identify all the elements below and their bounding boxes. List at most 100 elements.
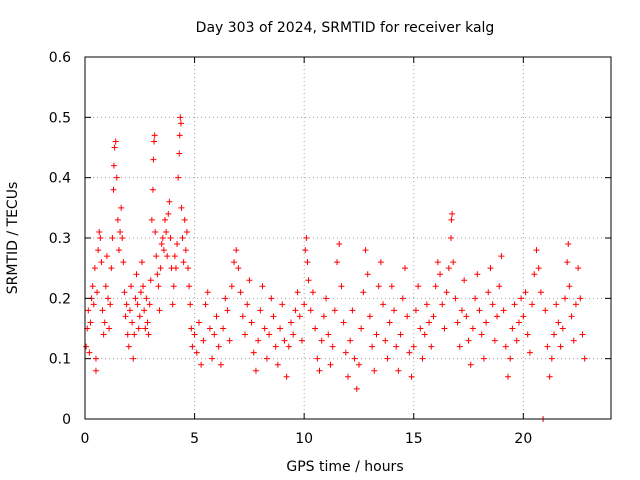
x-tick-label-4: 20 bbox=[514, 431, 532, 447]
data-point-132 bbox=[252, 367, 259, 374]
data-point-196 bbox=[388, 283, 395, 290]
data-point-148 bbox=[288, 319, 295, 326]
data-point-77 bbox=[163, 228, 170, 235]
data-point-113 bbox=[211, 331, 218, 338]
data-point-157 bbox=[304, 259, 311, 266]
data-point-42 bbox=[126, 307, 133, 314]
data-point-128 bbox=[244, 301, 251, 308]
data-point-271 bbox=[548, 355, 555, 362]
data-point-59 bbox=[145, 331, 152, 338]
data-point-74 bbox=[159, 235, 166, 241]
data-point-54 bbox=[140, 283, 147, 290]
data-point-208 bbox=[415, 283, 422, 290]
data-point-95 bbox=[180, 259, 187, 266]
data-point-93 bbox=[178, 204, 185, 211]
y-tick-label-2: 0.2 bbox=[49, 291, 71, 307]
data-point-193 bbox=[382, 337, 389, 344]
data-point-116 bbox=[217, 361, 224, 368]
data-point-236 bbox=[472, 295, 479, 302]
data-point-252 bbox=[507, 355, 514, 362]
data-point-183 bbox=[360, 289, 367, 296]
data-point-191 bbox=[377, 259, 384, 266]
data-point-84 bbox=[170, 283, 177, 290]
data-point-161 bbox=[312, 325, 319, 332]
data-point-73 bbox=[158, 241, 165, 248]
data-point-80 bbox=[166, 198, 173, 205]
data-point-155 bbox=[302, 247, 309, 254]
data-point-175 bbox=[342, 349, 349, 356]
data-point-8 bbox=[91, 265, 98, 272]
data-point-206 bbox=[410, 343, 417, 350]
data-point-235 bbox=[469, 325, 476, 332]
data-point-182 bbox=[358, 325, 365, 332]
data-points bbox=[83, 114, 588, 422]
y-tick-label-0: 0 bbox=[62, 412, 71, 428]
data-point-67 bbox=[152, 228, 159, 235]
data-point-71 bbox=[156, 307, 163, 314]
data-point-160 bbox=[309, 289, 316, 296]
data-point-18 bbox=[101, 319, 108, 326]
data-point-10 bbox=[92, 367, 99, 374]
data-point-211 bbox=[421, 331, 428, 338]
data-point-246 bbox=[494, 313, 501, 320]
data-point-237 bbox=[474, 271, 481, 278]
x-tick-label-2: 10 bbox=[295, 431, 313, 447]
data-point-47 bbox=[132, 295, 139, 302]
data-point-6 bbox=[89, 283, 96, 290]
data-point-12 bbox=[95, 247, 102, 254]
data-point-223 bbox=[448, 235, 455, 241]
data-point-178 bbox=[349, 307, 356, 314]
data-point-22 bbox=[106, 325, 113, 332]
data-point-145 bbox=[281, 337, 288, 344]
data-point-187 bbox=[369, 343, 376, 350]
data-point-261 bbox=[526, 349, 533, 356]
data-point-180 bbox=[353, 385, 360, 392]
data-point-45 bbox=[130, 355, 137, 362]
data-point-255 bbox=[513, 337, 520, 344]
data-point-146 bbox=[283, 373, 290, 380]
data-point-241 bbox=[483, 319, 490, 326]
data-point-243 bbox=[487, 265, 494, 272]
data-point-279 bbox=[565, 241, 572, 248]
data-point-46 bbox=[131, 331, 138, 338]
data-point-23 bbox=[107, 301, 114, 308]
data-point-276 bbox=[559, 325, 566, 332]
data-point-199 bbox=[395, 367, 402, 374]
data-point-89 bbox=[176, 150, 183, 157]
data-point-102 bbox=[188, 325, 195, 332]
data-point-204 bbox=[406, 349, 413, 356]
data-point-40 bbox=[124, 331, 131, 338]
data-point-104 bbox=[191, 331, 198, 338]
data-point-28 bbox=[111, 144, 118, 151]
data-point-135 bbox=[259, 283, 266, 290]
data-point-209 bbox=[417, 325, 424, 332]
data-point-149 bbox=[290, 331, 297, 338]
data-point-83 bbox=[169, 301, 176, 308]
data-point-137 bbox=[263, 355, 270, 362]
data-point-242 bbox=[485, 289, 492, 296]
data-point-24 bbox=[108, 265, 115, 272]
x-tick-label-3: 15 bbox=[405, 431, 423, 447]
data-point-55 bbox=[141, 307, 148, 314]
data-point-100 bbox=[186, 283, 193, 290]
data-point-14 bbox=[97, 235, 104, 241]
data-point-244 bbox=[489, 301, 496, 308]
data-point-39 bbox=[123, 301, 130, 308]
data-point-43 bbox=[128, 283, 135, 290]
data-point-13 bbox=[96, 228, 103, 235]
data-point-159 bbox=[307, 307, 314, 314]
data-point-68 bbox=[153, 253, 160, 260]
data-point-124 bbox=[235, 265, 242, 272]
data-point-35 bbox=[119, 235, 126, 241]
data-point-189 bbox=[373, 331, 380, 338]
data-point-57 bbox=[143, 295, 150, 302]
data-point-240 bbox=[480, 355, 487, 362]
data-point-90 bbox=[176, 132, 183, 139]
data-point-4 bbox=[87, 319, 94, 326]
data-point-98 bbox=[183, 228, 190, 235]
data-point-118 bbox=[222, 295, 229, 302]
data-point-37 bbox=[121, 289, 128, 296]
data-point-188 bbox=[371, 367, 378, 374]
data-point-66 bbox=[151, 132, 158, 139]
data-point-158 bbox=[305, 277, 312, 284]
